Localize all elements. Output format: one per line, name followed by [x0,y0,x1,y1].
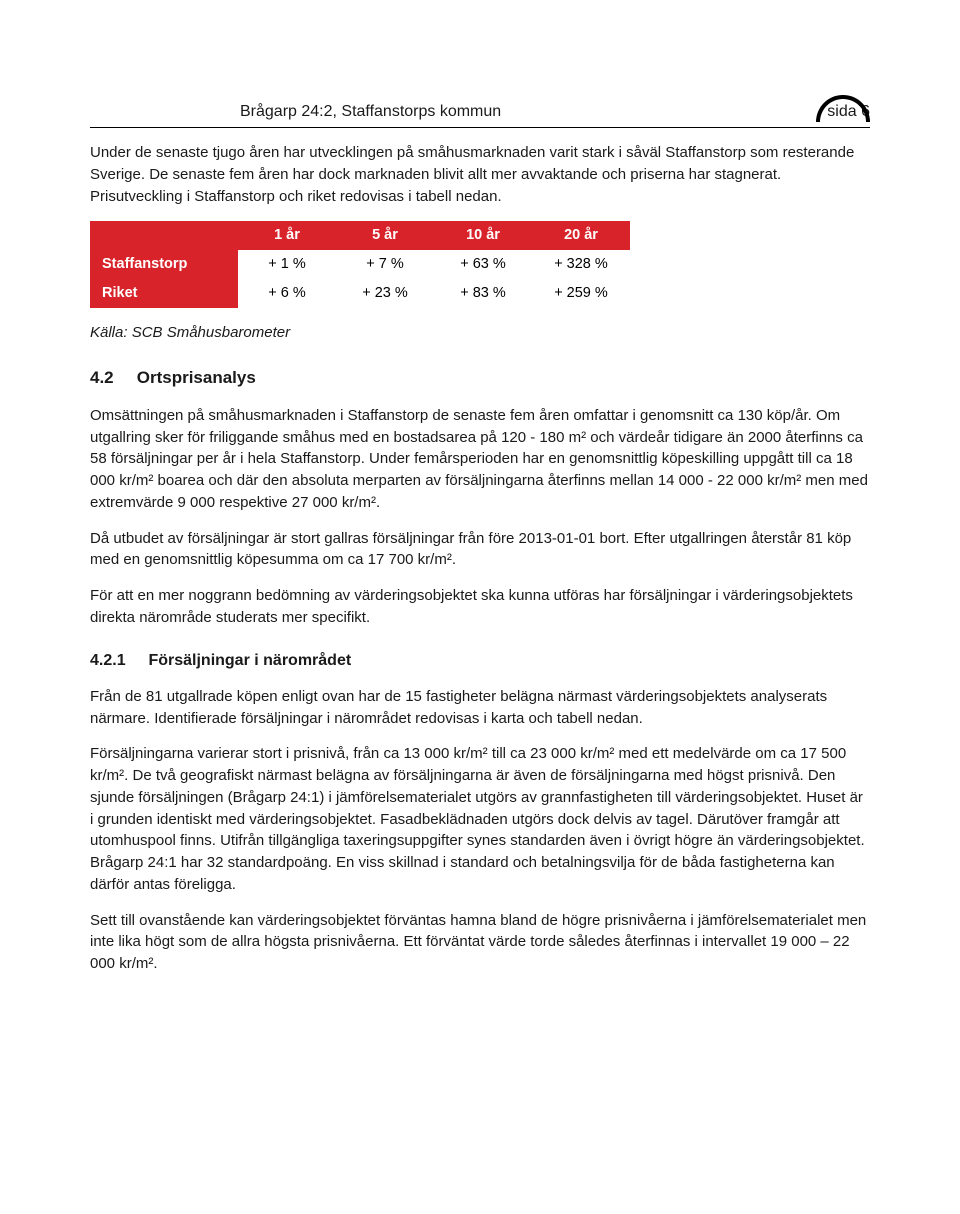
section-number: 4.2.1 [90,649,144,672]
body-paragraph: För att en mer noggrann bedömning av vär… [90,585,870,629]
cell: + 328 % [532,250,630,279]
cell: + 1 % [238,250,336,279]
cell: + 6 % [238,279,336,308]
row-label: Riket [90,279,238,308]
blank-header [90,221,238,250]
cell: + 83 % [434,279,532,308]
intro-paragraph: Under de senaste tjugo åren har utveckli… [90,142,870,207]
section-heading-4-2-1: 4.2.1 Försäljningar i närområdet [90,649,870,672]
cell: + 23 % [336,279,434,308]
col-header: 20 år [532,221,630,250]
page-header: Brågarp 24:2, Staffanstorps kommun sida … [90,100,870,128]
source-line: Källa: SCB Småhusbarometer [90,322,870,344]
col-header: 5 år [336,221,434,250]
col-header: 10 år [434,221,532,250]
section-title: Försäljningar i närområdet [148,652,351,669]
section-heading-4-2: 4.2 Ortsprisanalys [90,366,870,391]
section-title: Ortsprisanalys [137,368,256,387]
body-paragraph: Då utbudet av försäljningar är stort gal… [90,528,870,572]
table-header-row: 1 år 5 år 10 år 20 år [90,221,630,250]
body-paragraph: Omsättningen på småhusmarknaden i Staffa… [90,405,870,514]
price-table: 1 år 5 år 10 år 20 år Staffanstorp + 1 %… [90,221,870,308]
cell: + 259 % [532,279,630,308]
table-row: Riket + 6 % + 23 % + 83 % + 259 % [90,279,630,308]
row-label: Staffanstorp [90,250,238,279]
col-header: 1 år [238,221,336,250]
doc-title: Brågarp 24:2, Staffanstorps kommun [240,100,501,123]
body-paragraph: Försäljningarna varierar stort i prisniv… [90,743,870,895]
cell: + 63 % [434,250,532,279]
body-paragraph: Från de 81 utgallrade köpen enligt ovan … [90,686,870,730]
body-paragraph: Sett till ovanstående kan värderingsobje… [90,910,870,975]
cell: + 7 % [336,250,434,279]
table-row: Staffanstorp + 1 % + 7 % + 63 % + 328 % [90,250,630,279]
section-number: 4.2 [90,366,132,391]
